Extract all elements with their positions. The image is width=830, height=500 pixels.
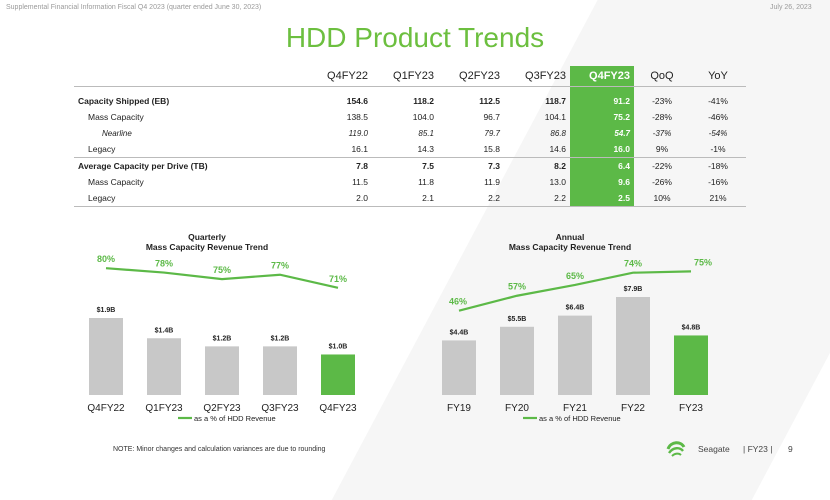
bar-value-label: $4.8B xyxy=(682,324,701,331)
line-value-label: 78% xyxy=(155,259,173,269)
table-row: Average Capacity per Drive (TB) 7.8 7.5 … xyxy=(74,157,746,174)
bar-value-label: $1.0B xyxy=(329,343,348,350)
chart-bar xyxy=(263,346,297,395)
category-label: FY20 xyxy=(505,403,529,414)
chart-bar xyxy=(500,326,534,395)
bar-value-label: $1.2B xyxy=(213,335,232,342)
line-value-label: 80% xyxy=(97,254,115,264)
bar-value-label: $6.4B xyxy=(566,305,585,312)
col-header: Q4FY22 xyxy=(306,66,372,87)
col-header-highlight: Q4FY23 xyxy=(570,66,634,87)
chart-title: Mass Capacity Revenue Trend xyxy=(509,242,631,252)
legend-label: as a % of HDD Revenue xyxy=(539,414,621,423)
table-header-row: Q4FY22 Q1FY23 Q2FY23 Q3FY23 Q4FY23 QoQ Y… xyxy=(74,66,746,87)
table-row: Mass Capacity 11.5 11.8 11.9 13.0 9.6 -2… xyxy=(74,174,746,190)
footnote: NOTE: Minor changes and calculation vari… xyxy=(113,446,326,453)
header-left: Supplemental Financial Information Fisca… xyxy=(6,4,262,11)
bar-value-label: $7.9B xyxy=(624,286,643,293)
category-label: Q1FY23 xyxy=(145,403,183,414)
line-value-label: 46% xyxy=(449,297,467,307)
page-number: 9 xyxy=(788,444,793,454)
line-value-label: 71% xyxy=(329,274,347,284)
category-label: Q4FY22 xyxy=(87,403,125,414)
table-row: Capacity Shipped (EB) 154.6 118.2 112.5 … xyxy=(74,93,746,109)
header-date: July 26, 2023 xyxy=(770,4,812,11)
bar-value-label: $1.9B xyxy=(97,307,116,314)
line-value-label: 57% xyxy=(508,282,526,292)
col-header: Q1FY23 xyxy=(372,66,438,87)
bar-value-label: $1.2B xyxy=(271,335,290,342)
chart-title: Mass Capacity Revenue Trend xyxy=(146,242,268,252)
line-value-label: 75% xyxy=(694,257,712,267)
series-line xyxy=(458,270,692,312)
col-header: YoY xyxy=(690,66,746,87)
category-label: Q2FY23 xyxy=(203,403,241,414)
line-value-label: 77% xyxy=(271,261,289,271)
table-corner xyxy=(74,66,306,87)
line-value-label: 75% xyxy=(213,265,231,275)
col-header: QoQ xyxy=(634,66,690,87)
bar-value-label: $4.4B xyxy=(450,329,469,336)
category-label: Q3FY23 xyxy=(261,403,299,414)
chart-bar xyxy=(205,346,239,395)
table-row: Legacy 16.1 14.3 15.8 14.6 16.0 9% -1% xyxy=(74,141,746,158)
chart-bar xyxy=(321,354,355,395)
footer-fy: | FY23 | xyxy=(743,444,773,454)
chart-title: Quarterly xyxy=(188,232,226,242)
category-label: FY22 xyxy=(621,403,645,414)
seagate-logo-icon xyxy=(665,437,687,464)
chart-title: Annual xyxy=(556,232,585,242)
line-value-label: 74% xyxy=(624,259,642,269)
category-label: FY19 xyxy=(447,403,471,414)
chart-bar xyxy=(616,297,650,395)
chart-bar xyxy=(674,335,708,395)
table-row: Mass Capacity 138.5 104.0 96.7 104.1 75.… xyxy=(74,109,746,125)
bar-value-label: $5.5B xyxy=(508,316,527,323)
category-label: FY23 xyxy=(679,403,703,414)
chart-bar xyxy=(147,338,181,395)
chart-bar xyxy=(442,340,476,395)
legend-label: as a % of HDD Revenue xyxy=(194,414,276,423)
series-line xyxy=(105,267,339,289)
table-row: Legacy 2.0 2.1 2.2 2.2 2.5 10% 21% xyxy=(74,190,746,207)
col-header: Q3FY23 xyxy=(504,66,570,87)
bar-value-label: $1.4B xyxy=(155,327,174,334)
data-table: Q4FY22 Q1FY23 Q2FY23 Q3FY23 Q4FY23 QoQ Y… xyxy=(74,66,746,207)
line-value-label: 65% xyxy=(566,271,584,281)
page-title: HDD Product Trends xyxy=(285,22,545,53)
footer-brand: Seagate xyxy=(698,444,730,454)
table-row: Nearline 119.0 85.1 79.7 86.8 54.7 -37% … xyxy=(74,125,746,141)
category-label: FY21 xyxy=(563,403,587,414)
chart-bar xyxy=(558,315,592,395)
chart-bar xyxy=(89,318,123,395)
category-label: Q4FY23 xyxy=(319,403,357,414)
col-header: Q2FY23 xyxy=(438,66,504,87)
